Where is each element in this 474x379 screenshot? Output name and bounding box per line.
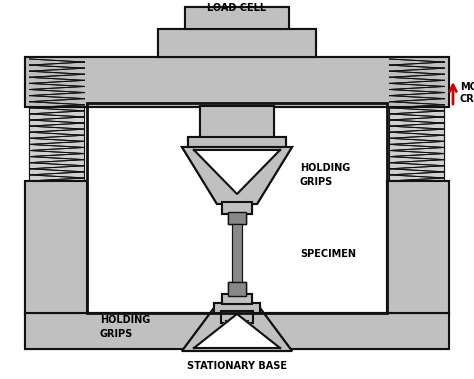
Bar [228, 212, 246, 224]
Bar [200, 106, 274, 141]
Bar [25, 57, 449, 107]
Polygon shape [194, 314, 280, 348]
Bar [185, 7, 289, 29]
Bar [188, 137, 286, 147]
Bar [200, 106, 274, 141]
Polygon shape [182, 304, 292, 351]
Polygon shape [182, 147, 292, 204]
Text: HOLDING
GRIPS: HOLDING GRIPS [300, 163, 350, 186]
Bar [25, 313, 449, 349]
Bar [221, 311, 253, 323]
Bar [185, 7, 289, 29]
Text: HOLDING
GRIPS: HOLDING GRIPS [100, 315, 150, 338]
Bar [29, 59, 84, 181]
Text: LOAD CELL: LOAD CELL [208, 3, 266, 13]
Polygon shape [182, 304, 292, 351]
Bar [87, 105, 387, 313]
Polygon shape [194, 314, 280, 348]
Bar [228, 282, 246, 296]
Bar [25, 181, 87, 313]
Bar [29, 59, 84, 181]
Polygon shape [194, 150, 280, 194]
Bar [221, 311, 253, 323]
Bar [387, 181, 449, 313]
Bar [226, 321, 248, 335]
Bar [158, 29, 316, 57]
Polygon shape [194, 150, 280, 194]
Text: SPECIMEN: SPECIMEN [300, 249, 356, 259]
Text: MOVING
CROSSHEAD: MOVING CROSSHEAD [460, 82, 474, 104]
Bar [390, 59, 445, 181]
Text: STATIONARY BASE: STATIONARY BASE [187, 361, 287, 371]
Bar [188, 137, 286, 147]
Bar [158, 29, 316, 57]
Bar [226, 321, 248, 335]
Bar [228, 282, 246, 296]
Bar [222, 202, 252, 214]
Bar [222, 202, 252, 214]
Bar [25, 313, 449, 349]
Bar [214, 303, 260, 313]
Polygon shape [182, 147, 292, 204]
Bar [25, 57, 449, 107]
Bar [222, 294, 252, 304]
Bar [387, 181, 449, 313]
Bar [232, 224, 242, 284]
Bar [87, 103, 387, 313]
Bar [228, 212, 246, 224]
Bar [214, 303, 260, 313]
Bar [232, 224, 242, 284]
Bar [222, 294, 252, 304]
Bar [25, 181, 87, 313]
Bar [390, 59, 445, 181]
